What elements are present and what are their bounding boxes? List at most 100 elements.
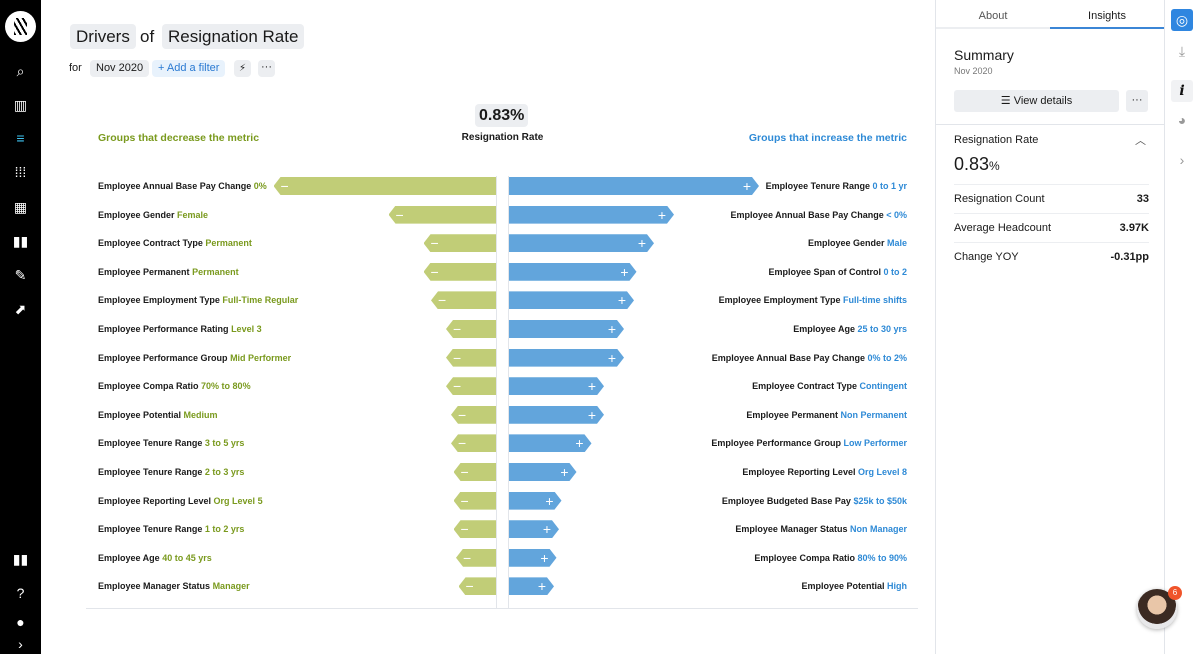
increase-driver-row: Employee Tenure Range 0 to 1 yr + — [41, 176, 935, 198]
driver-dimension: Employee Employment Type — [98, 295, 220, 306]
book-icon[interactable]: ▥ — [13, 97, 28, 113]
stat-label: Resignation Count — [954, 193, 1045, 205]
driver-dimension: Employee Annual Base Pay Change — [98, 181, 252, 191]
for-label: for — [69, 62, 82, 74]
focus-icon[interactable]: ◎ — [1171, 9, 1193, 31]
chevron-right-icon[interactable]: › — [1179, 152, 1185, 168]
decrease-bar[interactable]: − — [453, 491, 496, 510]
analysis-type-chip[interactable]: Drivers — [70, 24, 136, 49]
tab-insights[interactable]: Insights — [1050, 6, 1164, 29]
decrease-driver-row: Employee Permanent Permanent − — [41, 262, 935, 284]
increase-driver-row: Employee Span of Control 0 to 2 + — [41, 262, 935, 284]
decrease-bar[interactable]: − — [423, 262, 496, 281]
decrease-driver-row: Employee Gender Female − — [41, 205, 935, 227]
increase-bar[interactable]: + — [509, 492, 562, 510]
decrease-title: Groups that decrease the metric — [98, 132, 260, 144]
driver-label: Employee Reporting Level Org Level 5 — [98, 496, 263, 506]
add-filter-button[interactable]: + Add a filter — [152, 60, 226, 77]
increase-bar[interactable]: + — [509, 377, 604, 395]
increase-driver-row: Employee Compa Ratio 80% to 90% + — [41, 548, 935, 570]
increase-bar[interactable]: + — [509, 577, 554, 595]
increase-bar[interactable]: + — [509, 206, 674, 224]
center-axis — [496, 176, 509, 608]
more-button[interactable]: ··· — [258, 60, 275, 77]
stat-label: Change YOY — [954, 251, 1019, 263]
decrease-bar[interactable]: − — [423, 234, 496, 253]
decrease-bar[interactable]: − — [456, 548, 496, 567]
driver-label: Employee Gender Male — [808, 238, 907, 248]
decrease-driver-row: Employee Tenure Range 3 to 5 yrs − — [41, 433, 935, 455]
increase-bar[interactable]: + — [509, 320, 624, 338]
driver-dimension: Employee Potential — [98, 409, 182, 420]
dashboard-icon[interactable]: ▦ — [13, 199, 28, 215]
decrease-bar[interactable]: − — [453, 520, 496, 539]
increase-bar[interactable]: + — [509, 349, 624, 367]
driver-label: Employee Reporting Level Org Level 8 — [742, 467, 907, 477]
increase-driver-row: Employee Budgeted Base Pay $25k to $50k + — [41, 491, 935, 513]
decrease-bar[interactable]: − — [273, 177, 496, 195]
decrease-bar[interactable]: − — [451, 434, 496, 453]
decrease-bar[interactable]: − — [451, 405, 496, 424]
driver-dimension: Employee Compa Ratio — [754, 552, 855, 563]
help-icon[interactable]: ? — [16, 585, 25, 601]
driver-value: Contingent — [859, 381, 908, 392]
increase-bar[interactable]: + — [509, 234, 654, 252]
pen-icon[interactable]: ✎ — [14, 267, 27, 283]
bolt-icon[interactable]: ⚡ — [234, 60, 251, 77]
palette-icon[interactable]: ◕ — [1177, 112, 1187, 128]
date-chip[interactable]: Nov 2020 — [90, 60, 150, 77]
decrease-bar[interactable]: − — [446, 320, 496, 338]
driver-dimension: Employee Gender — [807, 238, 885, 249]
driver-label: Employee Tenure Range 2 to 3 yrs — [98, 467, 244, 477]
driver-label: Employee Annual Base Pay Change < 0% — [731, 210, 908, 220]
logo[interactable] — [5, 11, 36, 42]
chart-icon[interactable]: ▮▮ — [12, 551, 29, 567]
metric-chip[interactable]: Resignation Rate — [162, 24, 305, 49]
decrease-bar[interactable]: − — [453, 463, 496, 481]
metric-number: 0.83 — [954, 154, 990, 174]
increase-bar[interactable]: + — [509, 549, 557, 567]
decrease-bar[interactable]: − — [446, 377, 496, 396]
apps-icon[interactable]: ⁞⁞⁞ — [14, 164, 27, 180]
decrease-bar[interactable]: − — [458, 577, 496, 596]
decrease-bar[interactable]: − — [388, 205, 496, 224]
view-details-button[interactable]: ☰ View details — [954, 90, 1119, 112]
search-icon[interactable]: ⌕ — [16, 63, 25, 79]
increase-bar[interactable]: + — [509, 463, 577, 481]
download-icon[interactable]: ⤓ — [1178, 43, 1186, 59]
drivers-icon[interactable]: ≡ — [16, 130, 25, 146]
increase-bar[interactable]: + — [509, 520, 559, 538]
stat-row: Average Headcount 3.97K — [954, 213, 1149, 242]
increase-bar[interactable]: + — [509, 177, 759, 195]
increase-bar[interactable]: + — [509, 406, 604, 424]
decrease-bar[interactable]: − — [446, 348, 496, 367]
driver-value: Permanent — [192, 266, 239, 277]
driver-dimension: Employee Annual Base Pay Change — [711, 352, 865, 363]
driver-value: 70% to 80% — [201, 381, 251, 392]
expand-icon[interactable]: › — [18, 636, 23, 652]
increase-bar[interactable]: + — [509, 291, 634, 309]
stories-icon[interactable]: ▮▮ — [12, 233, 29, 249]
increase-driver-row: Employee Annual Base Pay Change 0% to 2%… — [41, 348, 935, 370]
info-icon[interactable]: i — [1171, 80, 1193, 102]
export-icon[interactable]: ⬈ — [14, 301, 27, 317]
panel-more-button[interactable]: ··· — [1126, 90, 1148, 112]
driver-value: Manager — [212, 581, 250, 592]
chevron-up-icon[interactable]: ︿ — [1135, 135, 1146, 147]
driver-value: 0% to 2% — [867, 352, 907, 363]
driver-dimension: Employee Contract Type — [752, 381, 857, 392]
increase-driver-row: Employee Manager Status Non Manager + — [41, 519, 935, 541]
user-icon[interactable]: ● — [16, 614, 25, 630]
increase-bar[interactable]: + — [509, 434, 592, 452]
decrease-bar[interactable]: − — [431, 291, 496, 310]
left-nav: ⌕ ▥ ≡ ⁞⁞⁞ ▦ ▮▮ ✎ ⬈ ▮▮ ? ● › — [0, 0, 41, 654]
decrease-driver-row: Employee Contract Type Permanent − — [41, 233, 935, 255]
tab-about[interactable]: About — [936, 6, 1050, 29]
driver-dimension: Employee Manager Status — [98, 581, 211, 592]
driver-label: Employee Contract Type Contingent — [752, 381, 907, 391]
driver-dimension: Employee Annual Base Pay Change — [730, 209, 884, 220]
increase-driver-row: Employee Contract Type Contingent + — [41, 376, 935, 398]
metric-value: 0.83% — [475, 104, 529, 127]
driver-label: Employee Compa Ratio 80% to 90% — [754, 553, 907, 563]
increase-bar[interactable]: + — [509, 263, 637, 281]
